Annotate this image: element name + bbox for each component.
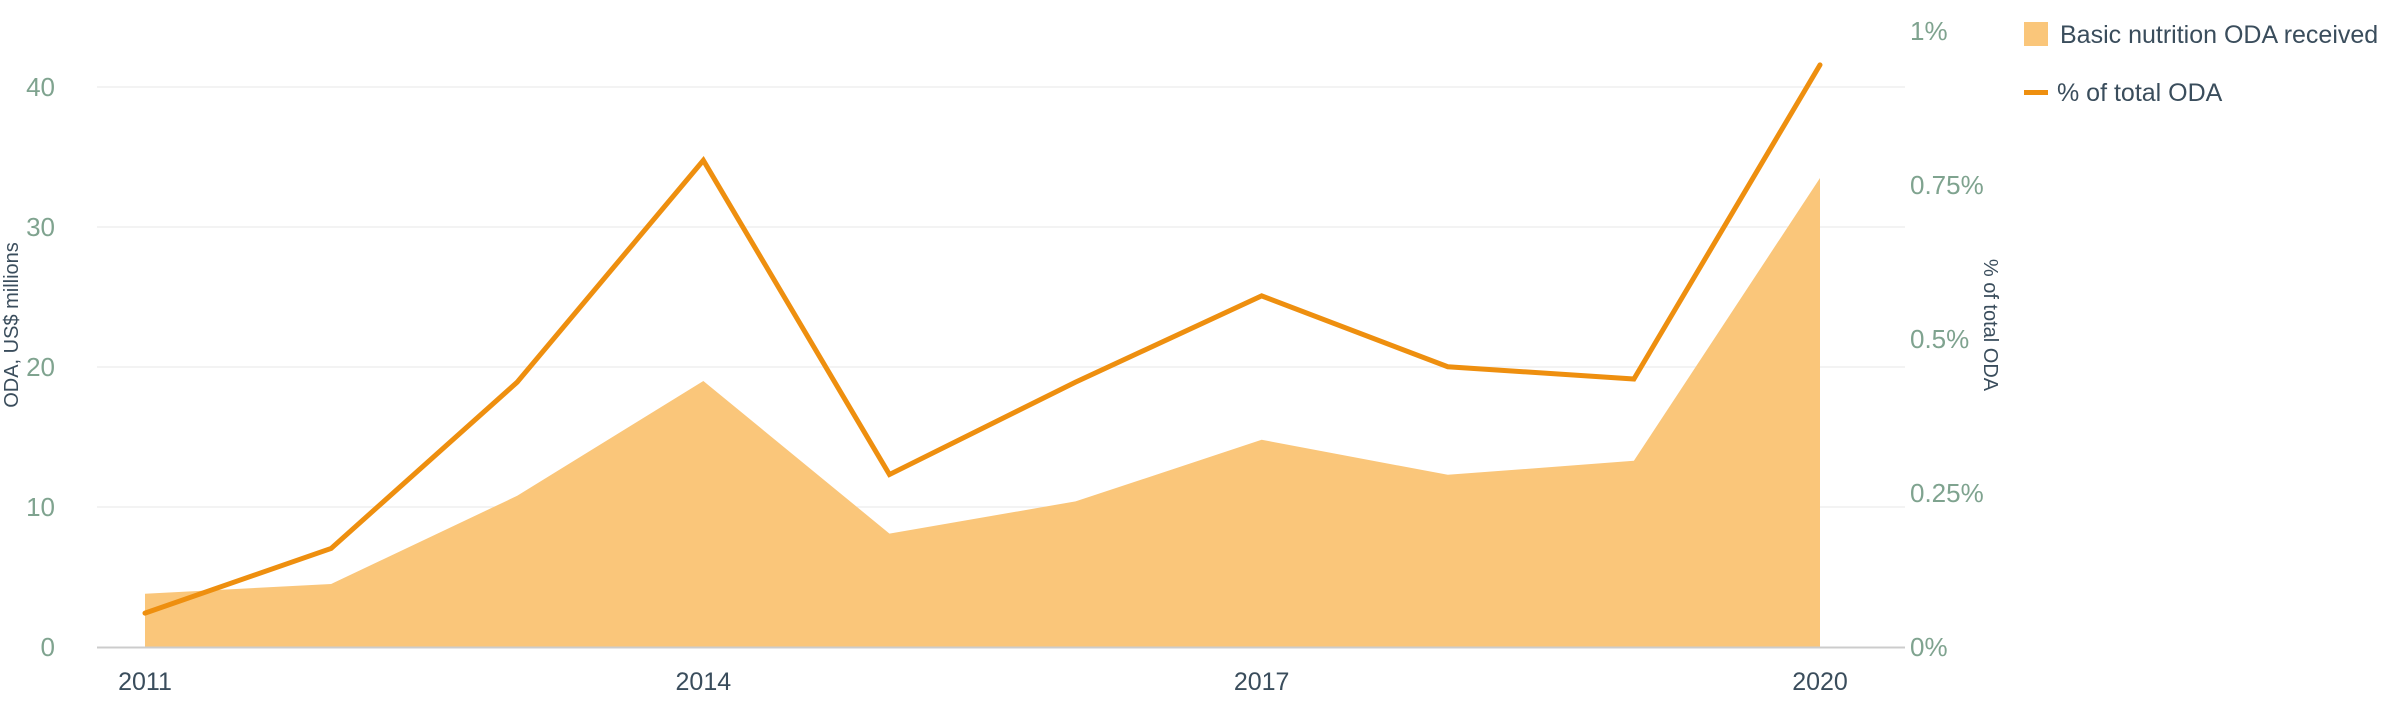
- x-tick-label: 2014: [676, 668, 732, 696]
- area-layer: [145, 178, 1820, 647]
- legend-line-swatch: [2024, 90, 2048, 95]
- x-tick-label: 2011: [118, 668, 172, 696]
- right-tick-label: 0.75%: [1910, 170, 1984, 200]
- legend: Basic nutrition ODA received % of total …: [2024, 21, 2378, 107]
- right-tick-label: 1%: [1910, 16, 1948, 46]
- x-tick-label: 2020: [1792, 668, 1848, 696]
- left-tick-label: 0: [41, 632, 55, 662]
- left-tick-label: 20: [26, 352, 55, 382]
- legend-item-area[interactable]: Basic nutrition ODA received: [2024, 21, 2378, 49]
- legend-area-label: Basic nutrition ODA received: [2060, 21, 2378, 49]
- right-axis-label: % of total ODA: [1979, 259, 2001, 392]
- left-tick-label: 10: [26, 492, 55, 522]
- x-tick-label: 2017: [1234, 668, 1290, 696]
- legend-line-label: % of total ODA: [2057, 79, 2223, 107]
- right-tick-label: 0.5%: [1910, 324, 1969, 354]
- grid-layer: [97, 87, 1905, 507]
- right-tick-label: 0.25%: [1910, 478, 1984, 508]
- legend-item-line[interactable]: % of total ODA: [2024, 79, 2223, 107]
- left-axis-label: ODA, US$ millions: [1, 242, 23, 408]
- left-tick-label: 40: [26, 72, 55, 102]
- left-tick-label: 30: [26, 212, 55, 242]
- right-tick-label: 0%: [1910, 632, 1948, 662]
- area-series-basic-nutrition[interactable]: [145, 178, 1820, 647]
- legend-area-swatch: [2024, 22, 2048, 46]
